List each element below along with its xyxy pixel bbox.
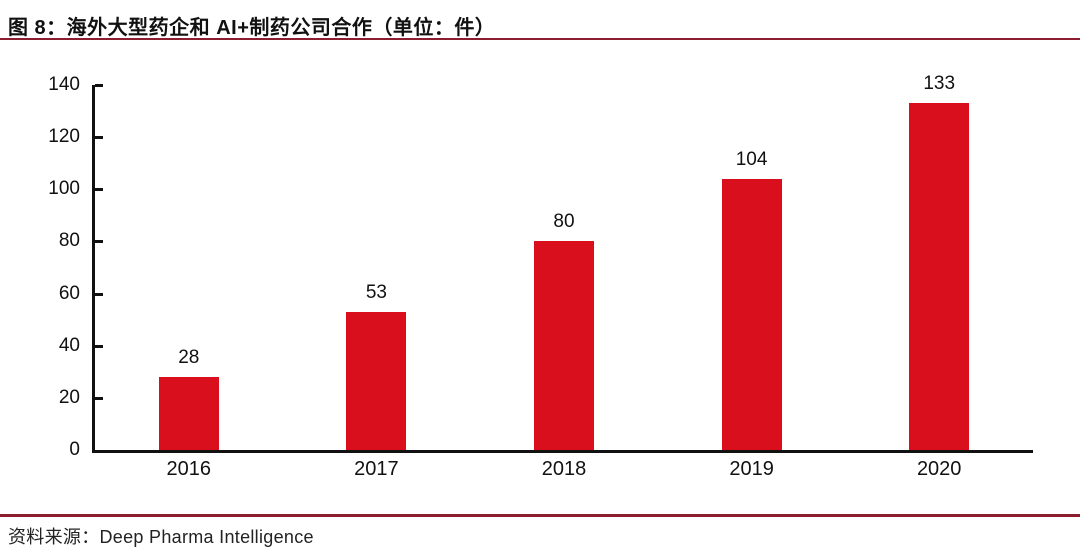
- bar-value-label: 53: [365, 281, 387, 303]
- title-underline-rule: [0, 38, 1080, 40]
- x-tick-label: 2018: [541, 458, 587, 480]
- y-tick-label: 0: [69, 439, 80, 460]
- y-tick-mark: [95, 84, 103, 87]
- x-tick-label: 2020: [916, 458, 962, 480]
- bar: [909, 103, 970, 450]
- bar-value-label: 28: [178, 347, 200, 368]
- y-tick-label: 100: [48, 178, 80, 200]
- y-tick-mark: [95, 292, 103, 296]
- y-tick-mark: [95, 396, 103, 400]
- bar-value-label: 80: [553, 211, 575, 233]
- x-tick-label: 2016: [166, 458, 212, 480]
- source-note: 资料来源：Deep Pharma Intelligence: [8, 527, 314, 547]
- bar-value-label: 133: [923, 73, 956, 95]
- y-axis-line: [92, 85, 95, 453]
- x-tick-label: 2019: [729, 458, 774, 480]
- figure-title: 图 8：海外大型药企和 AI+制药公司合作（单位：件）: [8, 17, 496, 39]
- y-tick-label: 140: [48, 74, 80, 95]
- y-tick-label: 20: [58, 386, 80, 408]
- bar: [158, 377, 219, 450]
- bar: [346, 311, 407, 450]
- y-tick-mark: [95, 240, 103, 244]
- y-tick-label: 120: [48, 126, 80, 148]
- bar: [721, 178, 782, 450]
- bar: [534, 241, 594, 450]
- x-axis-line: [92, 450, 1033, 453]
- y-tick-mark: [95, 344, 103, 348]
- footer-rule: [0, 514, 1080, 517]
- y-tick-label: 80: [58, 230, 80, 252]
- y-tick-label: 60: [58, 282, 80, 304]
- x-tick-label: 2017: [354, 458, 399, 480]
- bar-value-label: 104: [735, 148, 768, 170]
- y-tick-mark: [95, 136, 103, 140]
- y-tick-label: 40: [58, 334, 80, 356]
- y-tick-mark: [95, 188, 103, 192]
